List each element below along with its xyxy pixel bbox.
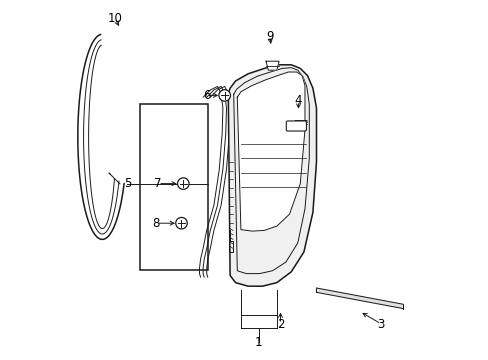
Polygon shape (228, 65, 316, 286)
Text: 2: 2 (276, 318, 284, 330)
Bar (140, 104, 208, 270)
Text: 7: 7 (154, 177, 162, 190)
Circle shape (219, 90, 230, 101)
Text: 1: 1 (255, 336, 262, 348)
Circle shape (177, 178, 189, 189)
Polygon shape (295, 121, 306, 130)
Text: 8: 8 (152, 217, 160, 230)
Text: 6: 6 (203, 89, 210, 102)
FancyBboxPatch shape (285, 121, 306, 131)
Text: 10: 10 (107, 12, 122, 24)
Text: 4: 4 (294, 94, 302, 107)
Polygon shape (316, 288, 402, 309)
Text: 5: 5 (123, 177, 131, 190)
Text: 9: 9 (265, 30, 273, 42)
Circle shape (175, 217, 187, 229)
Text: 3: 3 (377, 318, 384, 330)
Polygon shape (237, 72, 305, 231)
Polygon shape (265, 61, 279, 70)
